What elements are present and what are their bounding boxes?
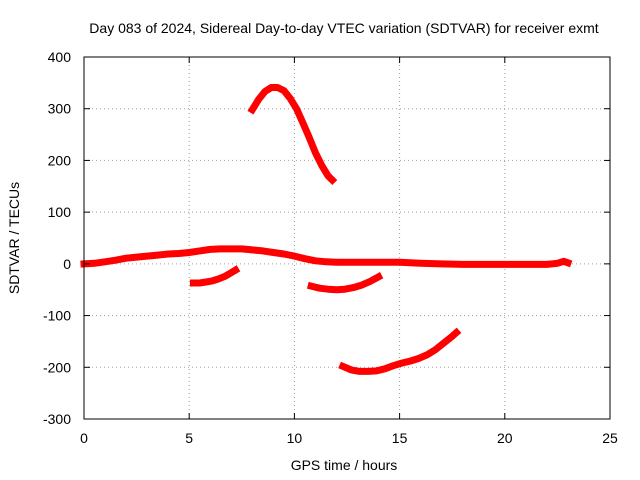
- series-main: [80, 245, 573, 268]
- series-arc-b: [306, 272, 384, 294]
- x-axis-label: GPS time / hours: [291, 457, 398, 473]
- y-tick-label: 300: [48, 101, 72, 117]
- y-tick-label: 100: [48, 204, 72, 220]
- series-arc-c: [338, 327, 462, 375]
- y-tick-label: -100: [43, 308, 71, 324]
- x-tick-label: 15: [392, 430, 408, 446]
- x-tick-label: 20: [497, 430, 513, 446]
- y-tick-label: 200: [48, 152, 72, 168]
- y-tick-label: 0: [63, 256, 71, 272]
- series-arc-a: [189, 265, 241, 287]
- y-tick-label: 400: [48, 49, 72, 65]
- x-tick-label: 25: [602, 430, 618, 446]
- x-tick-label: 5: [185, 430, 193, 446]
- y-tick-label: -200: [43, 359, 71, 375]
- chart-title: Day 083 of 2024, Sidereal Day-to-day VTE…: [89, 20, 598, 36]
- x-tick-label: 10: [287, 430, 303, 446]
- x-tick-label: 0: [80, 430, 88, 446]
- y-axis-label: SDTVAR / TECUs: [6, 182, 22, 294]
- y-tick-label: -300: [43, 411, 71, 427]
- series-arc-high: [247, 84, 338, 186]
- axis-layer: 0 5 10 15 20 25 -300 -200 -100 0 100 200 300 400: [43, 49, 618, 446]
- plot-frame: [83, 56, 611, 420]
- grid-layer: [84, 57, 610, 419]
- series-layer: [80, 84, 573, 375]
